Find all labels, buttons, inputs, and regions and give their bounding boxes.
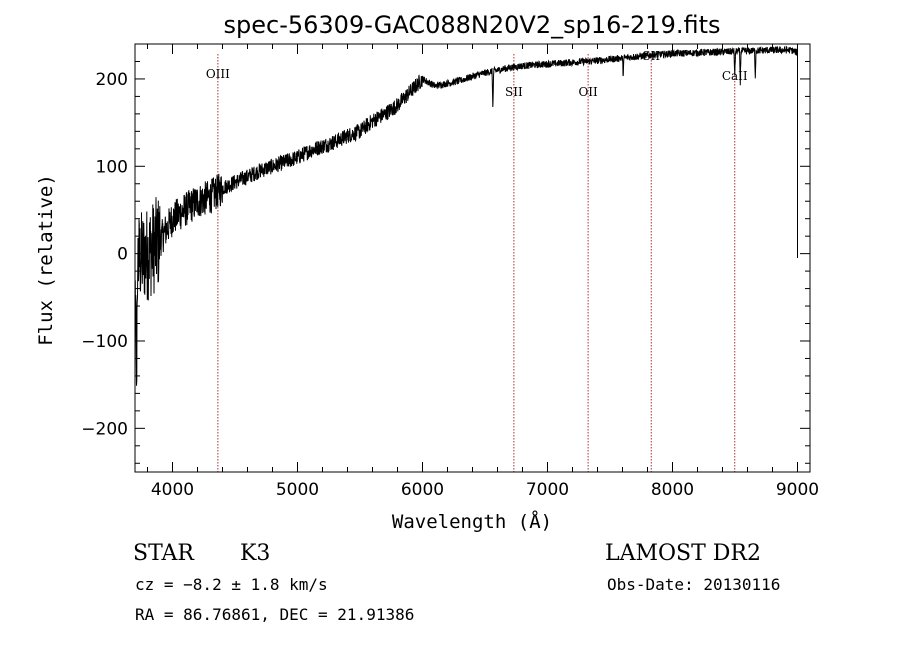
spectrum-line [134, 45, 798, 386]
object-class: STAR [133, 541, 195, 566]
survey-name: LAMOST DR2 [605, 541, 761, 566]
y-tick-label: 0 [117, 245, 128, 265]
x-tick-label: 9000 [776, 480, 819, 500]
x-tick-label: 8000 [651, 480, 694, 500]
observation-date: Obs-Date: 20130116 [607, 575, 780, 594]
x-tick-label: 4000 [151, 480, 194, 500]
x-tick-label: 6000 [401, 480, 444, 500]
y-tick-label: −200 [81, 419, 128, 439]
line-marker-label: OII [578, 85, 598, 99]
redshift-velocity: cz = −8.2 ± 1.8 km/s [135, 575, 328, 594]
spectrum-series [134, 45, 798, 386]
x-tick-label: 5000 [276, 480, 319, 500]
plot-frame [134, 43, 811, 473]
spectral-subclass: K3 [240, 541, 270, 566]
x-tick-label: 7000 [526, 480, 569, 500]
line-marker-label: CaII [722, 69, 748, 83]
line-marker-label: SII [505, 85, 523, 99]
sky-coordinates: RA = 86.76861, DEC = 21.91386 [135, 605, 414, 624]
y-tick-label: 100 [96, 157, 128, 177]
plot-axes: 4000 5000 6000 7000 8000 9000 −200 −100 0 100 200 [81, 43, 819, 500]
y-axis-label: Flux (relative) [35, 174, 57, 346]
y-tick-label: 200 [96, 70, 128, 90]
chart-title: spec-56309-GAC088N20V2_sp16-219.fits [224, 11, 721, 39]
y-tick-label: −100 [81, 332, 128, 352]
x-axis-label: Wavelength (Å) [392, 510, 552, 533]
line-marker-label: OIII [206, 67, 230, 81]
